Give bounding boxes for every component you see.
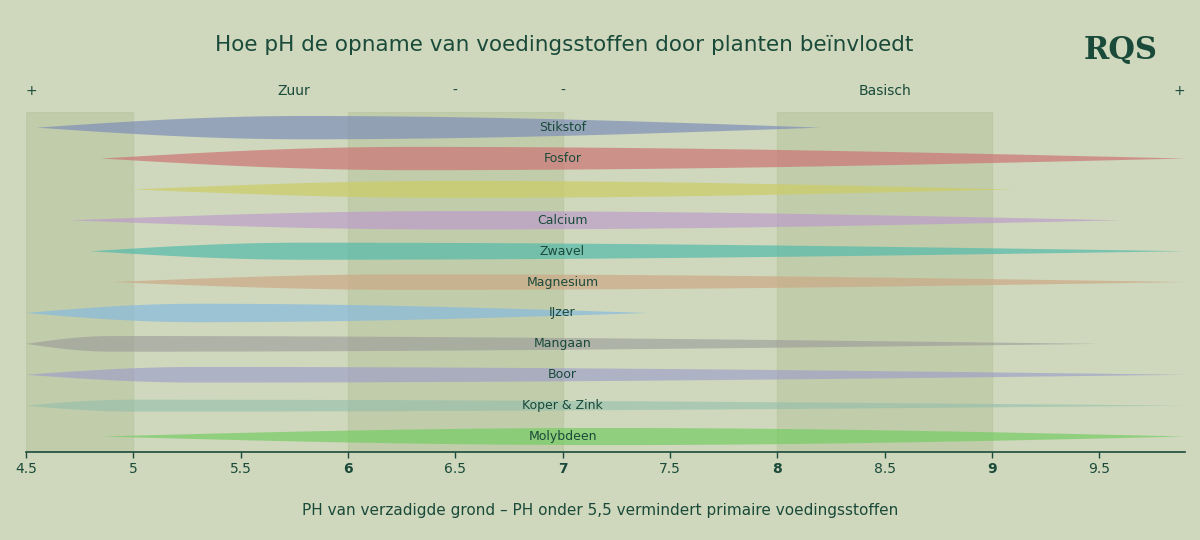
- Bar: [348, 112, 563, 452]
- Text: Boor: Boor: [548, 368, 577, 381]
- Text: Zuur: Zuur: [278, 84, 311, 98]
- Bar: [778, 112, 992, 452]
- Text: Zwavel: Zwavel: [540, 245, 586, 258]
- Text: Calcium: Calcium: [538, 214, 588, 227]
- Text: RQS: RQS: [1084, 35, 1158, 66]
- Text: -: -: [560, 84, 565, 98]
- Text: Basisch: Basisch: [858, 84, 911, 98]
- Text: IJzer: IJzer: [550, 307, 576, 320]
- Polygon shape: [26, 400, 1186, 411]
- Polygon shape: [112, 274, 1186, 290]
- Polygon shape: [26, 336, 1099, 352]
- Text: Fosfor: Fosfor: [544, 152, 582, 165]
- Text: Koper & Zink: Koper & Zink: [522, 399, 602, 412]
- Text: PH van verzadigde grond – PH onder 5,5 vermindert primaire voedingsstoffen: PH van verzadigde grond – PH onder 5,5 v…: [302, 503, 898, 518]
- Polygon shape: [26, 367, 1186, 382]
- Polygon shape: [101, 428, 1186, 445]
- Text: Mangaan: Mangaan: [534, 338, 592, 350]
- Polygon shape: [133, 181, 1013, 198]
- Polygon shape: [68, 211, 1121, 230]
- Text: Magnesium: Magnesium: [527, 275, 599, 288]
- Text: Stikstof: Stikstof: [539, 121, 586, 134]
- Polygon shape: [26, 303, 648, 322]
- Text: +: +: [26, 84, 37, 98]
- Polygon shape: [101, 147, 1186, 170]
- Text: Hoe pH de opname van voedingsstoffen door planten beïnvloedt: Hoe pH de opname van voedingsstoffen doo…: [215, 35, 913, 55]
- Bar: [26, 112, 133, 452]
- Text: Molybdeen: Molybdeen: [528, 430, 596, 443]
- Text: -: -: [452, 84, 457, 98]
- Text: +: +: [1174, 84, 1186, 98]
- Polygon shape: [37, 116, 820, 139]
- Polygon shape: [90, 242, 1186, 260]
